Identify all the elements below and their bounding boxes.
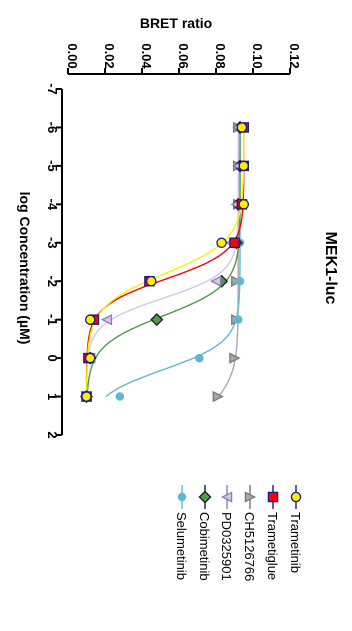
y-tick-label: 0.06	[176, 43, 191, 68]
y-tick-label: 0.12	[287, 43, 302, 68]
x-tick-label: 2	[45, 431, 60, 438]
y-tick-label: 0.08	[213, 43, 228, 68]
data-point	[229, 352, 241, 364]
y-tick-label: 0.10	[250, 43, 265, 68]
x-tick-label: -5	[45, 160, 60, 172]
data-point	[229, 237, 240, 249]
x-axis-title: log Concentration (µM)	[17, 192, 33, 345]
data-point	[145, 275, 157, 287]
data-point	[216, 237, 227, 249]
x-tick-label: -3	[45, 237, 60, 249]
legend-marker	[244, 491, 257, 503]
data-point	[236, 122, 248, 133]
legend-marker	[267, 491, 279, 503]
legend-label: Cobimetinib	[197, 512, 212, 581]
data-point	[195, 353, 204, 363]
fit-curve	[85, 127, 239, 397]
y-tick-label: 0.02	[102, 43, 117, 68]
x-tick-label: -6	[45, 122, 60, 134]
data-point	[81, 391, 92, 402]
data-point	[115, 392, 125, 401]
legend-label: Trametiglue	[265, 512, 280, 580]
y-axis-title: BRET ratio	[140, 15, 212, 31]
fit-curve	[86, 127, 241, 397]
x-tick-label: -7	[45, 83, 60, 95]
data-point	[235, 276, 245, 286]
data-point	[209, 275, 222, 287]
legend-label: PD0325901	[219, 512, 234, 581]
y-tick-label: 0.04	[139, 43, 154, 69]
x-tick-label: -2	[45, 275, 60, 287]
legend-marker	[290, 491, 302, 503]
x-tick-label: 1	[45, 393, 60, 400]
fit-curve	[85, 127, 245, 397]
legend-label: Selumetinib	[174, 512, 189, 580]
legend-marker	[177, 492, 187, 502]
x-tick-label: 0	[45, 354, 60, 361]
x-tick-label: -4	[45, 199, 60, 211]
x-tick-label: -1	[45, 314, 60, 326]
data-point	[84, 314, 96, 325]
y-tick-label: 0.00	[65, 43, 80, 68]
fit-curve	[105, 127, 241, 398]
plot-area: -7 -6 -5 -4 -3 -2 -1 0 1 2 0.00 0.02 0.04 0.06 0.08 0.1…	[45, 43, 302, 438]
data-point	[84, 352, 96, 364]
data-point	[100, 314, 113, 326]
legend-label: CH5126766	[242, 512, 257, 581]
legend-marker	[198, 490, 212, 504]
data-point	[233, 315, 243, 324]
chart-title: MEK1-luc	[322, 232, 339, 305]
data-point	[212, 390, 224, 403]
data-point	[238, 199, 249, 210]
fit-curve	[85, 127, 245, 397]
legend-marker	[220, 491, 233, 503]
legend-label: Trametinib	[288, 512, 303, 573]
data-point	[150, 313, 164, 327]
data-point	[238, 160, 249, 172]
legend: Trametinib Trametiglue CH5126766 PD0325901 C…	[174, 485, 303, 581]
